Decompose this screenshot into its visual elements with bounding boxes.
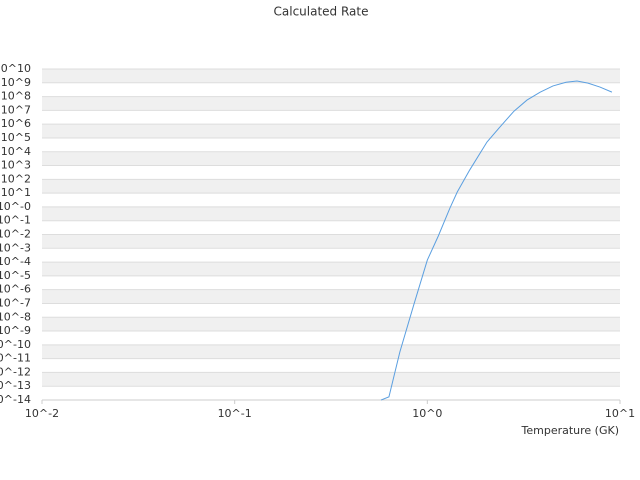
x-tick-label: 10^-1 — [218, 407, 252, 420]
y-tick-label: 10^-12 — [0, 365, 31, 378]
grid-band — [42, 372, 620, 387]
grid-band — [42, 179, 620, 194]
grid-band — [42, 151, 620, 166]
x-tick-label: 10^-2 — [25, 407, 59, 420]
y-tick-label: 10^3 — [1, 159, 31, 172]
y-tick-label: 10^-11 — [0, 352, 31, 365]
y-tick-label: 10^5 — [1, 131, 31, 144]
y-tick-label: 10^-7 — [0, 296, 31, 309]
y-tick-label: 10^8 — [1, 90, 31, 103]
grid-band — [42, 234, 620, 249]
y-tick-label: 10^-14 — [0, 393, 31, 406]
y-tick-label: 10^-6 — [0, 283, 31, 296]
y-tick-label: 10^-5 — [0, 269, 31, 282]
y-tick-label: 10^-10 — [0, 338, 31, 351]
y-tick-label: 10^-1 — [0, 214, 31, 227]
grid-band — [42, 206, 620, 221]
y-tick-label: 10^-9 — [0, 324, 31, 337]
x-axis-label: Temperature (GK) — [521, 424, 620, 437]
x-tick-label: 10^0 — [412, 407, 442, 420]
y-tick-label: 10^-0 — [0, 200, 31, 213]
y-tick-label: 10^10 — [0, 62, 31, 75]
grid-band — [42, 289, 620, 304]
rate-line — [380, 80, 613, 401]
y-tick-label: 10^1 — [1, 186, 31, 199]
x-tick-label: 10^1 — [605, 407, 635, 420]
bands — [42, 69, 620, 387]
y-tick-label: 10^4 — [1, 145, 31, 158]
y-tick-label: 10^-3 — [0, 241, 31, 254]
grid-band — [42, 262, 620, 276]
grid-band — [42, 317, 620, 332]
y-tick-label: 10^-13 — [0, 379, 31, 392]
y-tick-label: 10^9 — [1, 76, 31, 89]
y-tick-label: 10^-2 — [0, 228, 31, 241]
y-tick-label: 10^-4 — [0, 255, 31, 268]
grid-band — [42, 96, 620, 111]
y-tick-label: 10^2 — [1, 172, 31, 185]
grid-band — [42, 69, 620, 83]
y-tick-label: 10^6 — [1, 117, 31, 130]
grid-band — [42, 344, 620, 359]
y-tick-label: 10^-8 — [0, 310, 31, 323]
grid-band — [42, 124, 620, 138]
chart-title: Calculated Rate — [274, 5, 369, 19]
y-tick-label: 10^7 — [1, 103, 31, 116]
